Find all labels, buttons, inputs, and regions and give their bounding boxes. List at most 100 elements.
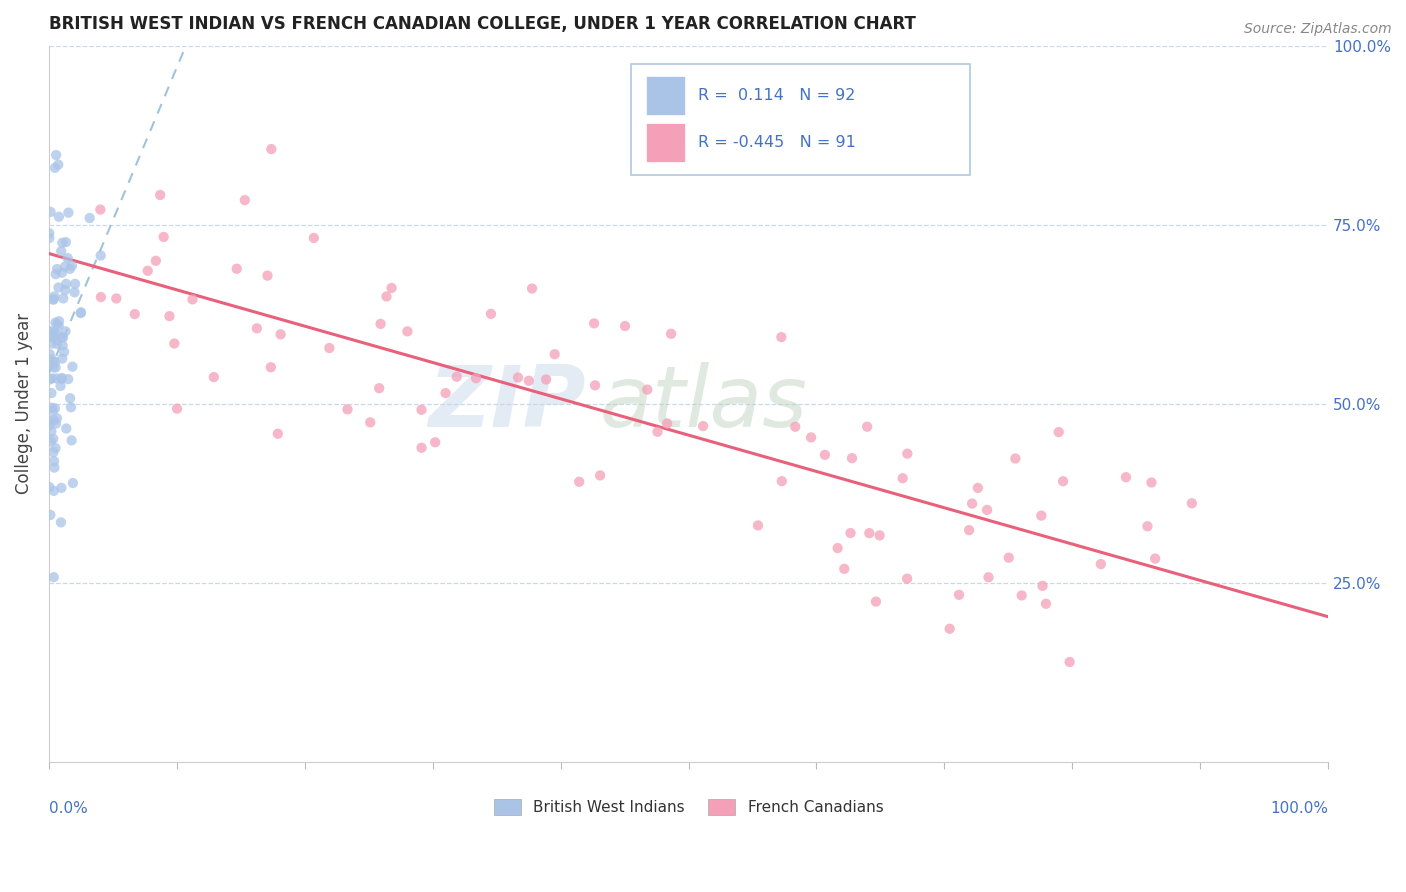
Point bbox=[42, 445, 65, 459]
Point bbox=[136, 264, 159, 278]
Point bbox=[45, 148, 67, 162]
Point bbox=[90, 248, 112, 262]
Point bbox=[832, 562, 855, 576]
Point bbox=[45, 371, 67, 385]
Point bbox=[465, 371, 488, 385]
Point bbox=[38, 330, 60, 344]
Point bbox=[1035, 597, 1057, 611]
Point bbox=[655, 417, 678, 431]
Point bbox=[53, 260, 76, 274]
Point bbox=[70, 305, 93, 319]
Point bbox=[159, 309, 181, 323]
Point bbox=[957, 523, 980, 537]
Point bbox=[51, 371, 73, 385]
Point bbox=[63, 285, 86, 300]
Point bbox=[45, 267, 67, 281]
Point bbox=[636, 383, 658, 397]
Point bbox=[256, 268, 278, 283]
Point bbox=[1031, 508, 1053, 523]
Point bbox=[90, 290, 112, 304]
Point bbox=[38, 231, 60, 245]
Point bbox=[46, 318, 69, 332]
Point bbox=[583, 317, 606, 331]
Point bbox=[42, 329, 65, 343]
Point bbox=[52, 338, 75, 352]
Point bbox=[800, 430, 823, 444]
Point bbox=[44, 289, 66, 303]
Point bbox=[44, 441, 66, 455]
Point bbox=[896, 447, 918, 461]
Point bbox=[520, 281, 543, 295]
Point bbox=[45, 411, 67, 425]
Point bbox=[48, 314, 70, 328]
Bar bbox=[647, 122, 685, 162]
Point bbox=[506, 370, 529, 384]
Point bbox=[59, 261, 82, 276]
Point bbox=[966, 481, 988, 495]
Point bbox=[42, 570, 65, 584]
Point bbox=[446, 369, 468, 384]
Point bbox=[44, 316, 66, 330]
Point bbox=[38, 418, 60, 433]
Point bbox=[51, 351, 73, 366]
Point bbox=[270, 327, 292, 342]
Point bbox=[1059, 655, 1081, 669]
Point bbox=[785, 419, 807, 434]
Point bbox=[202, 370, 225, 384]
Point bbox=[38, 324, 60, 338]
Point bbox=[62, 476, 84, 491]
Point bbox=[370, 317, 392, 331]
Point bbox=[124, 307, 146, 321]
Point bbox=[517, 374, 540, 388]
Point bbox=[1144, 551, 1167, 566]
Point bbox=[44, 454, 66, 468]
Point bbox=[46, 262, 69, 277]
Text: BRITISH WEST INDIAN VS FRENCH CANADIAN COLLEGE, UNDER 1 YEAR CORRELATION CHART: BRITISH WEST INDIAN VS FRENCH CANADIAN C… bbox=[49, 15, 915, 33]
Text: 0.0%: 0.0% bbox=[49, 801, 87, 816]
Point bbox=[747, 518, 769, 533]
Point bbox=[827, 541, 849, 555]
Point bbox=[534, 372, 557, 386]
Point bbox=[396, 325, 419, 339]
Point bbox=[46, 333, 69, 347]
Point bbox=[44, 401, 66, 416]
Point bbox=[865, 594, 887, 608]
Point bbox=[42, 355, 65, 369]
Point bbox=[997, 550, 1019, 565]
Point bbox=[166, 401, 188, 416]
Point bbox=[583, 378, 606, 392]
Point bbox=[60, 259, 83, 273]
Point bbox=[839, 526, 862, 541]
Point bbox=[42, 292, 65, 306]
Point bbox=[267, 426, 290, 441]
Point bbox=[51, 481, 73, 495]
Text: ZIP: ZIP bbox=[429, 362, 586, 445]
Point bbox=[814, 448, 837, 462]
Point bbox=[48, 318, 70, 333]
Point bbox=[42, 360, 65, 375]
Point bbox=[41, 371, 63, 385]
Point bbox=[479, 307, 502, 321]
Point bbox=[225, 261, 247, 276]
Point bbox=[589, 468, 612, 483]
Point bbox=[69, 306, 91, 320]
Point bbox=[152, 230, 174, 244]
Point bbox=[260, 142, 283, 156]
Point bbox=[38, 480, 60, 494]
Point bbox=[145, 253, 167, 268]
Point bbox=[44, 326, 66, 340]
Point bbox=[55, 421, 77, 435]
Point bbox=[423, 435, 446, 450]
Point bbox=[659, 326, 682, 341]
Point bbox=[260, 360, 283, 375]
Point bbox=[45, 417, 67, 431]
Point bbox=[55, 277, 77, 291]
Point bbox=[42, 325, 65, 339]
Point bbox=[46, 327, 69, 342]
Point bbox=[1032, 579, 1054, 593]
Point bbox=[41, 352, 63, 367]
Point bbox=[41, 336, 63, 351]
FancyBboxPatch shape bbox=[631, 63, 970, 175]
Point bbox=[149, 188, 172, 202]
Point bbox=[48, 210, 70, 224]
